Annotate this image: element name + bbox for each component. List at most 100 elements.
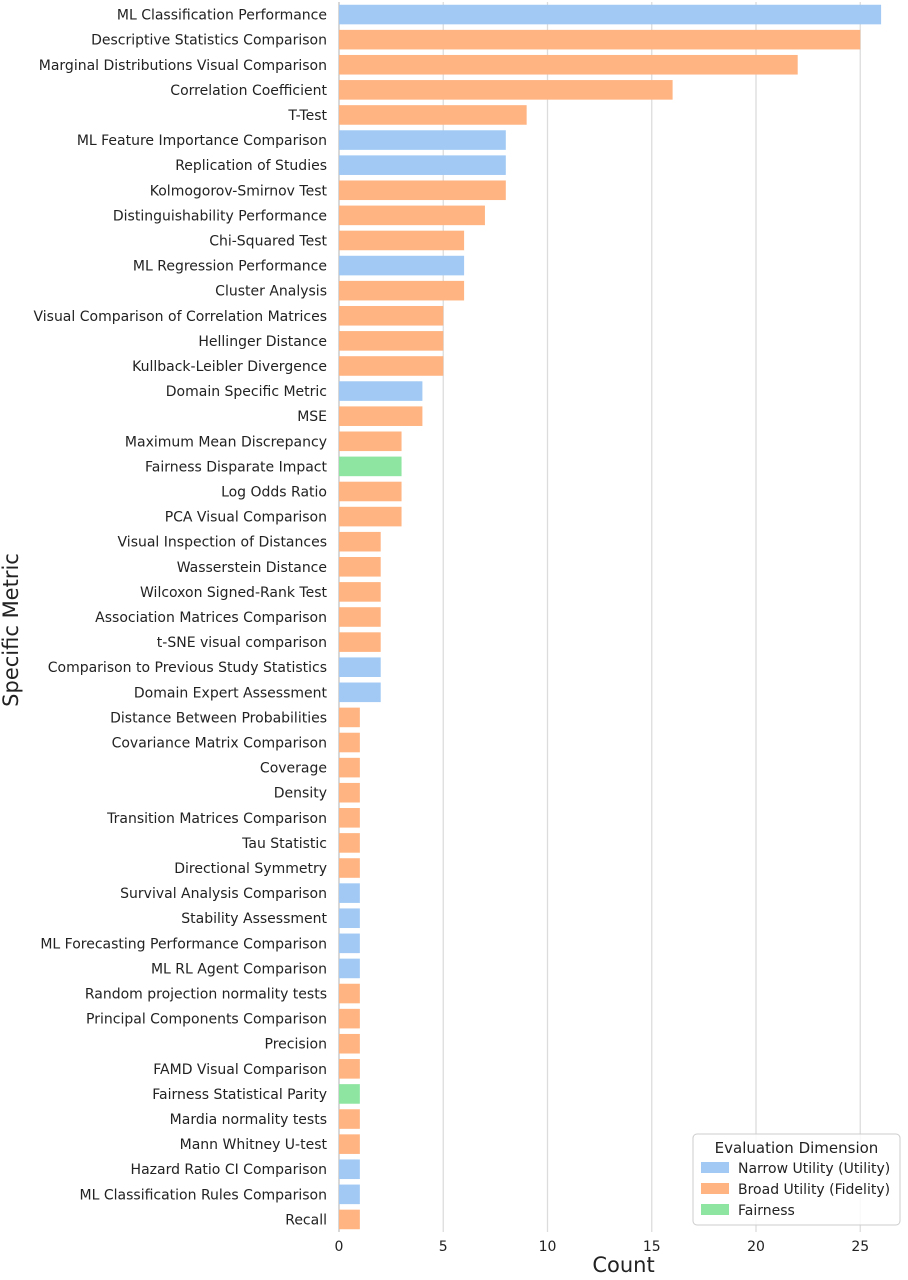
bar-cluster-analysis — [339, 280, 465, 301]
bars — [339, 4, 882, 1230]
category-label: Mardia normality tests — [170, 1112, 327, 1128]
category-label: PCA Visual Comparison — [165, 510, 327, 526]
bar-chi-squared-test — [339, 230, 465, 251]
category-label: Covariance Matrix Comparison — [112, 736, 327, 752]
category-label: Fairness Disparate Impact — [145, 459, 328, 475]
category-label: Kullback-Leibler Divergence — [132, 359, 327, 375]
bar-t-test — [339, 105, 527, 125]
bar-domain-expert-assessment — [339, 682, 381, 703]
bar-domain-specific-metric — [339, 381, 423, 401]
category-label: ML Feature Importance Comparison — [77, 133, 327, 149]
y-axis-title: Specific Metric — [0, 553, 23, 707]
bar-descriptive-statistics-comparison — [339, 29, 861, 50]
bar-precision — [339, 1033, 360, 1054]
bar-stability-assessment — [339, 908, 360, 929]
category-label: Stability Assessment — [181, 911, 327, 927]
category-label: Directional Symmetry — [174, 861, 327, 877]
category-label: Precision — [265, 1037, 327, 1053]
bar-marginal-distributions-visual-comparison — [339, 54, 798, 75]
bar-ml-classification-performance — [339, 4, 882, 25]
legend-items: Narrow Utility (Utility) Broad Utility (F… — [701, 1161, 890, 1219]
category-label: Transition Matrices Comparison — [106, 811, 327, 827]
category-label: MSE — [297, 409, 327, 425]
category-label: ML Forecasting Performance Comparison — [40, 936, 327, 952]
bar-hazard-ratio-ci-comparison — [339, 1159, 360, 1180]
legend-swatch-fidelity — [701, 1183, 729, 1194]
bar-correlation-coefficient — [339, 80, 673, 100]
legend-label-fairness: Fairness — [738, 1203, 795, 1219]
category-label: Hellinger Distance — [198, 334, 327, 350]
bar-hellinger-distance — [339, 331, 444, 351]
bar-famd-visual-comparison — [339, 1059, 360, 1079]
bar-fairness-disparate-impact — [339, 456, 402, 477]
category-label: ML Classification Performance — [117, 8, 327, 24]
legend-title: Evaluation Dimension — [715, 1139, 879, 1157]
category-label: ML Classification Rules Comparison — [80, 1187, 327, 1203]
bar-tau-statistic — [339, 833, 360, 853]
category-label: Visual Inspection of Distances — [118, 535, 327, 551]
category-label: Principal Components Comparison — [86, 1012, 327, 1028]
bar-distinguishability-performance — [339, 205, 485, 226]
category-label: Comparison to Previous Study Statistics — [48, 660, 327, 676]
legend: Evaluation Dimension Narrow Utility (Uti… — [692, 1133, 901, 1226]
x-tick-label: 20 — [747, 1239, 765, 1255]
x-tick-label: 5 — [439, 1239, 448, 1255]
bar-transition-matrices-comparison — [339, 808, 360, 828]
category-labels: ML Classification Performance Descriptive… — [33, 8, 327, 1229]
category-label: Survival Analysis Comparison — [120, 886, 327, 902]
x-tick-labels: 0 5 10 15 20 25 — [335, 1239, 870, 1255]
bar-distance-between-probabilities — [339, 707, 360, 728]
x-tick-label: 0 — [335, 1239, 344, 1255]
category-label: Kolmogorov-Smirnov Test — [150, 183, 328, 199]
category-label: Distance Between Probabilities — [110, 710, 327, 726]
category-label: Wilcoxon Signed-Rank Test — [140, 585, 327, 601]
bar-kolmogorov-smirnov-test — [339, 180, 506, 201]
bar-principal-components-comparison — [339, 1008, 360, 1029]
category-label: Distinguishability Performance — [113, 208, 327, 224]
bar-ml-classification-rules-comparison — [339, 1184, 360, 1205]
bar-replication-of-studies — [339, 155, 506, 175]
category-label: Replication of Studies — [175, 158, 327, 174]
category-label: Wasserstein Distance — [177, 560, 327, 576]
bar-pca-visual-comparison — [339, 506, 402, 527]
category-label: t-SNE visual comparison — [157, 635, 327, 651]
bar-coverage — [339, 757, 360, 778]
category-label: Density — [274, 786, 327, 802]
x-axis-title: Count — [592, 1253, 654, 1277]
bar-survival-analysis-comparison — [339, 883, 360, 903]
bar-ml-regression-performance — [339, 255, 465, 276]
category-label: Correlation Coefficient — [170, 83, 327, 99]
legend-box — [692, 1133, 901, 1226]
bar-random-projection-normality-tests — [339, 983, 360, 1004]
legend-label-fidelity: Broad Utility (Fidelity) — [738, 1182, 890, 1198]
bar-covariance-matrix-comparison — [339, 732, 360, 753]
category-label: Association Matrices Comparison — [95, 610, 327, 626]
bar-mann-whitney-u-test — [339, 1134, 360, 1154]
bar-t-sne-visual-comparison — [339, 632, 381, 652]
category-label: Cluster Analysis — [215, 284, 327, 300]
bar-density — [339, 782, 360, 803]
category-label: Tau Statistic — [241, 836, 327, 852]
x-tick-label: 15 — [643, 1239, 661, 1255]
x-tick-label: 25 — [851, 1239, 869, 1255]
bar-directional-symmetry — [339, 858, 360, 878]
x-tick-label: 10 — [539, 1239, 557, 1255]
category-label: Fairness Statistical Parity — [152, 1087, 327, 1103]
bar-ml-rl-agent-comparison — [339, 958, 360, 979]
category-label: Visual Comparison of Correlation Matrice… — [33, 309, 327, 325]
category-label: Mann Whitney U-test — [180, 1137, 328, 1153]
category-label: Descriptive Statistics Comparison — [91, 33, 327, 49]
legend-label-utility: Narrow Utility (Utility) — [738, 1161, 890, 1177]
category-label: FAMD Visual Comparison — [153, 1062, 327, 1078]
bar-association-matrices-comparison — [339, 607, 381, 627]
category-label: Log Odds Ratio — [221, 484, 327, 500]
category-label: Recall — [285, 1212, 327, 1228]
bar-mse — [339, 406, 423, 426]
bar-mardia-normality-tests — [339, 1109, 360, 1129]
category-label: ML RL Agent Comparison — [151, 961, 327, 977]
category-label: Hazard Ratio CI Comparison — [131, 1162, 327, 1178]
bar-fairness-statistical-parity — [339, 1084, 360, 1104]
bar-wilcoxon-signed-rank-test — [339, 582, 381, 602]
category-label: Chi-Squared Test — [209, 233, 327, 249]
